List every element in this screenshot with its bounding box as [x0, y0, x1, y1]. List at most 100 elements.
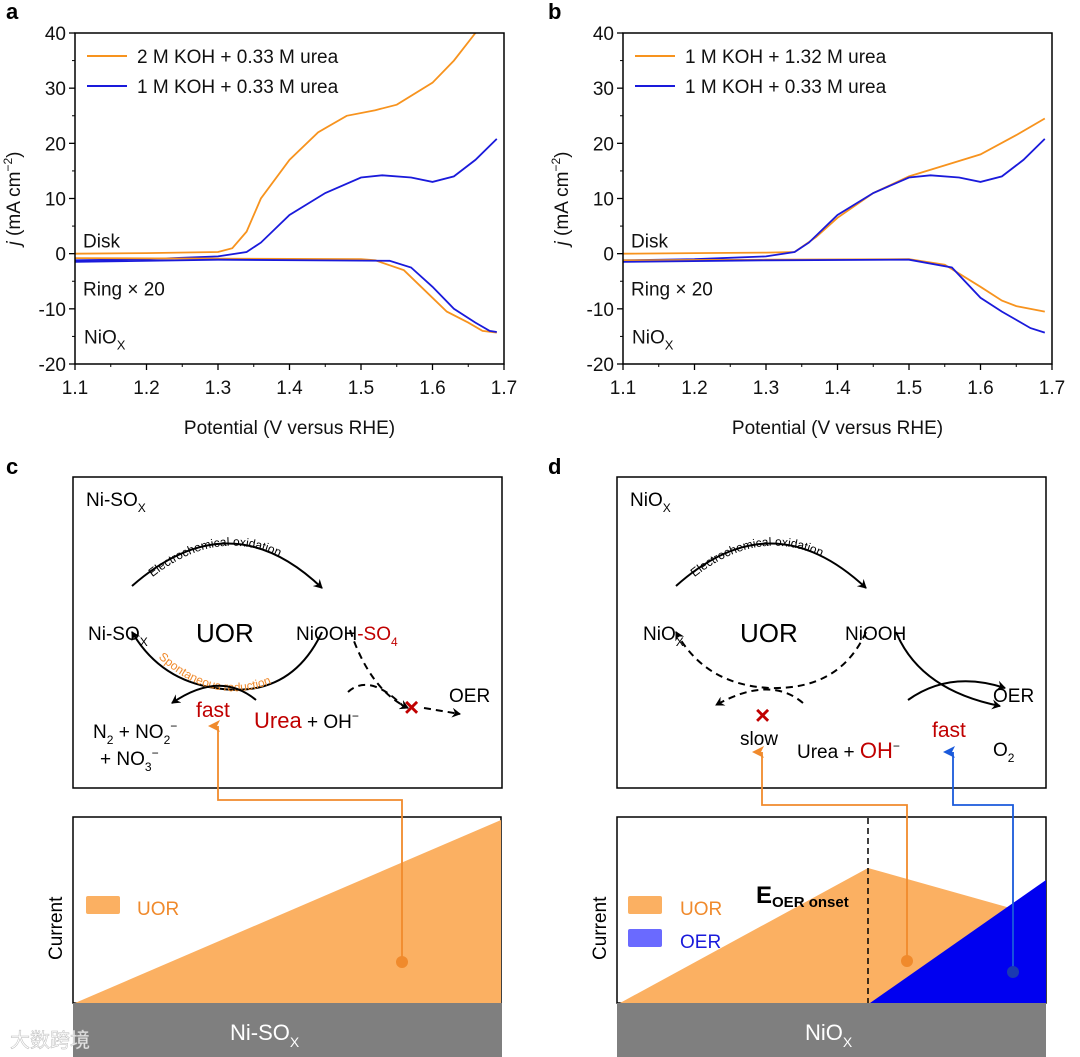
- legend-label-uor: UOR: [137, 899, 179, 920]
- panel-label-d: d: [548, 454, 561, 479]
- oxidation-arrow: [675, 542, 867, 589]
- left-species: NiOX: [643, 624, 684, 649]
- uor-center-label: UOR: [196, 618, 254, 648]
- y-tick-label: 0: [603, 245, 614, 266]
- oh-dashed-arrow: [347, 683, 406, 709]
- material-annotation: NiOX: [84, 327, 126, 352]
- y-tick-label: 30: [593, 79, 614, 100]
- reduction-arrow: [131, 631, 323, 691]
- legend-label-0: 2 M KOH + 0.33 M urea: [137, 47, 339, 68]
- fast-label: fast: [932, 719, 966, 742]
- blocked-x-icon: ×: [404, 692, 419, 722]
- y-tick-label: 20: [45, 134, 66, 155]
- reactants: Urea + OH−: [254, 708, 359, 733]
- series-line-ring-3: [74, 258, 497, 333]
- oer-product-arrow: [895, 631, 1001, 710]
- material-subscript: X: [117, 337, 126, 352]
- y-tick-label: 30: [45, 79, 66, 100]
- right-species: NiOOH-SO4: [296, 624, 398, 649]
- oxidation-arrow: [131, 542, 323, 589]
- x-tick-label: 1.4: [276, 378, 303, 399]
- oer-label: OER: [449, 686, 490, 707]
- oer-dashed-arrow: [423, 707, 461, 718]
- reduction-label: Spontaneous reduction: [156, 649, 273, 694]
- series-line-disk-1: [74, 138, 498, 262]
- series-line-disk-1: [622, 138, 1046, 262]
- mechanism-box: [616, 476, 1047, 789]
- y-axis-label: j (mA cm−2): [549, 152, 573, 249]
- y-axis-label-unit: (mA cm: [4, 172, 25, 242]
- y-tick-label: 10: [45, 190, 66, 211]
- y-axis-label-close: ): [552, 152, 573, 158]
- uor-center-label: UOR: [740, 618, 798, 648]
- y-axis-label: Current: [46, 896, 67, 960]
- oer-current-area: [870, 880, 1046, 1003]
- legend-swatch-uor: [628, 896, 662, 914]
- material-subscript: X: [665, 337, 674, 352]
- panel-label-b: b: [548, 0, 561, 24]
- corner-label: NiOX: [630, 490, 671, 515]
- y-tick-label: 20: [593, 134, 614, 155]
- right-species: NiOOH: [845, 624, 906, 645]
- fast-label: fast: [196, 699, 230, 722]
- material-name: NiO: [84, 327, 117, 348]
- x-axis-label: Potential (V versus RHE): [732, 418, 943, 439]
- slow-label: slow: [740, 729, 778, 750]
- y-axis-label: Current: [590, 896, 611, 960]
- disk-annotation: Disk: [631, 232, 668, 253]
- products-line-2: + NO3−: [100, 746, 159, 774]
- x-tick-label: 1.5: [348, 378, 374, 399]
- x-tick-label: 1.6: [419, 378, 445, 399]
- blocked-x-icon: ×: [755, 700, 770, 730]
- y-axis-label-exponent: −2: [549, 158, 563, 172]
- material-name: NiO: [632, 327, 665, 348]
- y-axis-label: j (mA cm−2): [1, 152, 25, 249]
- uor-current-area: [75, 820, 501, 1003]
- y-tick-label: -20: [587, 355, 614, 376]
- y-axis-label-symbol: j: [4, 240, 25, 248]
- x-tick-label: 1.4: [824, 378, 851, 399]
- series-line-ring-2: [74, 257, 497, 334]
- legend-label-uor: UOR: [680, 899, 722, 920]
- x-tick-label: 1.5: [896, 378, 922, 399]
- corner-label: Ni-SOX: [86, 490, 146, 515]
- y-tick-label: -10: [587, 300, 614, 321]
- uor-link-arrow: [752, 746, 908, 961]
- y-axis-label-unit: (mA cm: [552, 172, 573, 242]
- x-tick-label: 1.3: [753, 378, 779, 399]
- blocked-reduction-arrow: [675, 631, 867, 690]
- legend-label-0: 1 M KOH + 1.32 M urea: [685, 47, 887, 68]
- y-axis-label-symbol: j: [552, 240, 573, 248]
- ring-annotation: Ring × 20: [631, 279, 713, 300]
- oer-onset-label: EOER onset: [756, 882, 849, 911]
- series-line-ring-3: [622, 258, 1046, 334]
- reactants: Urea + OH−: [797, 738, 900, 763]
- substrate-bar: [73, 1003, 502, 1057]
- oer-marker-dot: [1007, 966, 1019, 978]
- y-tick-label: 10: [593, 190, 614, 211]
- uor-marker-dot: [901, 955, 913, 967]
- chart-a: 1.1 1.2 1.3 1.4 1.5 1.6 1.7 -20 -10 0 10 20 30 40 Pote…: [1, 24, 517, 439]
- x-axis-label: Potential (V versus RHE): [184, 418, 395, 439]
- x-tick-label: 1.7: [1039, 378, 1065, 399]
- panel-label-c: c: [6, 454, 18, 479]
- blocked-oer-arrow: [349, 629, 409, 710]
- y-tick-label: 0: [55, 245, 66, 266]
- disk-annotation: Disk: [83, 232, 120, 253]
- chart-b: 1.1 1.2 1.3 1.4 1.5 1.6 1.7 -20 -10 0 10 20 30 40 Pote…: [549, 24, 1065, 439]
- y-axis-label-exponent: −2: [1, 158, 15, 172]
- slow-urea-arrow: [715, 688, 804, 706]
- mechanism-box: [72, 476, 503, 789]
- legend-swatch-uor: [86, 896, 120, 914]
- products-line-1: N2 + NO2−: [93, 719, 177, 747]
- material-annotation: NiOX: [632, 327, 674, 352]
- watermark: 大数跨境: [10, 1029, 90, 1052]
- diagram-c: Ni-SOX Electrochemical oxidation Ni-SOX …: [46, 476, 503, 1057]
- oer-link-arrow: [943, 746, 1014, 972]
- x-tick-label: 1.2: [681, 378, 707, 399]
- o2-label: O2: [993, 740, 1015, 765]
- substrate-label: NiOX: [805, 1020, 853, 1050]
- uor-marker-dot: [396, 956, 408, 968]
- x-tick-label: 1.6: [967, 378, 993, 399]
